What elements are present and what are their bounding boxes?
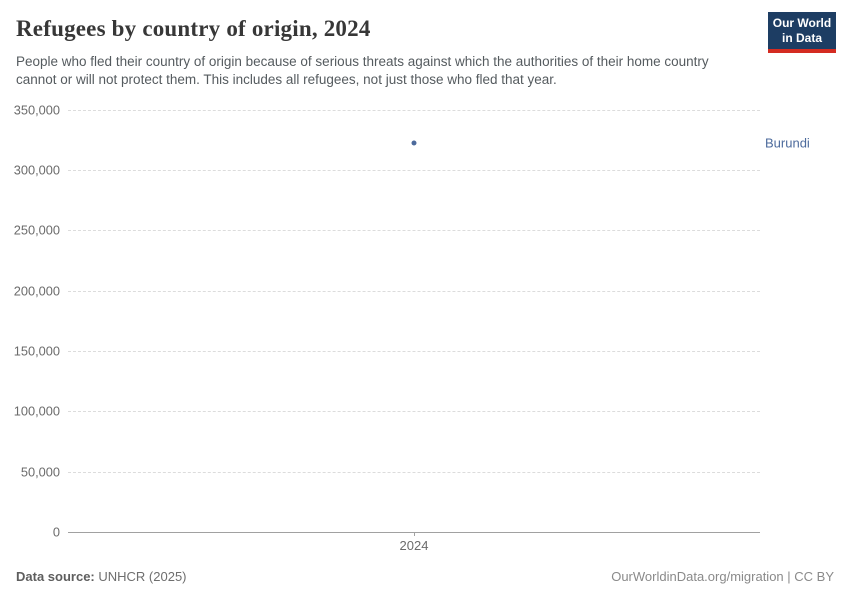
owid-logo-line2: in Data bbox=[781, 31, 822, 45]
y-gridline bbox=[68, 411, 760, 413]
y-axis-tick-label: 250,000 bbox=[13, 222, 60, 238]
y-gridline bbox=[68, 169, 760, 171]
data-source-label: Data source: bbox=[16, 569, 95, 584]
x-axis-tick-label: 2024 bbox=[399, 538, 429, 553]
y-axis-tick-label: 300,000 bbox=[13, 162, 60, 178]
y-gridline bbox=[68, 350, 760, 352]
y-axis-tick-label: 100,000 bbox=[13, 403, 60, 419]
y-gridline bbox=[68, 230, 760, 232]
y-axis-tick-label: 150,000 bbox=[13, 343, 60, 359]
y-gridline bbox=[68, 471, 760, 473]
y-axis-tick-label: 0 bbox=[52, 524, 60, 540]
y-axis-tick-label: 200,000 bbox=[13, 283, 60, 299]
y-gridline bbox=[68, 109, 760, 111]
y-axis-tick-label: 50,000 bbox=[20, 464, 60, 480]
y-gridline bbox=[68, 290, 760, 292]
owid-logo-line1: Our World bbox=[772, 16, 832, 30]
entity-label-burundi[interactable]: Burundi bbox=[765, 135, 810, 151]
chart-title: Refugees by country of origin, 2024 bbox=[16, 16, 371, 41]
data-source-note: Data source: UNHCR (2025) bbox=[16, 569, 187, 584]
data-source-value: UNHCR (2025) bbox=[98, 569, 187, 584]
owid-logo: Our World in Data bbox=[768, 12, 836, 53]
chart-subtitle: People who fled their country of origin … bbox=[16, 54, 709, 87]
x-axis-tick-mark bbox=[414, 532, 415, 536]
data-point-burundi[interactable] bbox=[411, 140, 417, 146]
credit-link[interactable]: OurWorldinData.org/migration | CC BY bbox=[611, 569, 834, 584]
y-axis-tick-label: 350,000 bbox=[13, 102, 60, 117]
